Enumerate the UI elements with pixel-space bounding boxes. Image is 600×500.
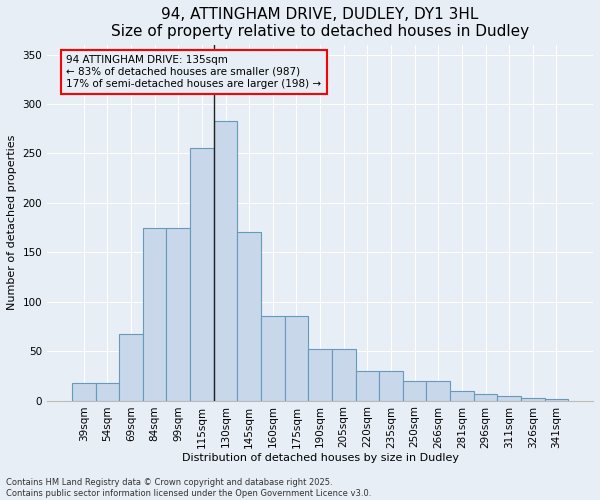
- Bar: [284, 316, 308, 400]
- Bar: [427, 380, 450, 400]
- Bar: [545, 398, 568, 400]
- Y-axis label: Number of detached properties: Number of detached properties: [7, 135, 17, 310]
- Bar: [238, 232, 261, 400]
- Text: Contains HM Land Registry data © Crown copyright and database right 2025.
Contai: Contains HM Land Registry data © Crown c…: [6, 478, 371, 498]
- Bar: [72, 382, 95, 400]
- Bar: [474, 394, 497, 400]
- Title: 94, ATTINGHAM DRIVE, DUDLEY, DY1 3HL
Size of property relative to detached house: 94, ATTINGHAM DRIVE, DUDLEY, DY1 3HL Siz…: [111, 7, 529, 40]
- Bar: [379, 371, 403, 400]
- Bar: [261, 316, 284, 400]
- Bar: [166, 228, 190, 400]
- Bar: [356, 371, 379, 400]
- Bar: [143, 228, 166, 400]
- Bar: [521, 398, 545, 400]
- Bar: [450, 390, 474, 400]
- Bar: [95, 382, 119, 400]
- X-axis label: Distribution of detached houses by size in Dudley: Distribution of detached houses by size …: [182, 453, 458, 463]
- Bar: [119, 334, 143, 400]
- Bar: [214, 121, 238, 400]
- Bar: [190, 148, 214, 400]
- Bar: [497, 396, 521, 400]
- Bar: [403, 380, 427, 400]
- Text: 94 ATTINGHAM DRIVE: 135sqm
← 83% of detached houses are smaller (987)
17% of sem: 94 ATTINGHAM DRIVE: 135sqm ← 83% of deta…: [66, 56, 322, 88]
- Bar: [332, 349, 356, 401]
- Bar: [308, 349, 332, 401]
